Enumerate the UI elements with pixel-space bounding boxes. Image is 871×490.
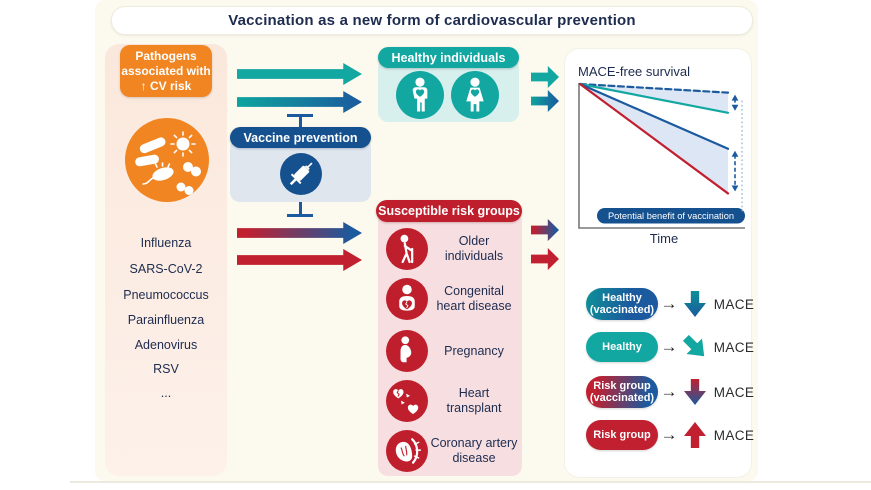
- mace-label: MACE: [713, 296, 755, 312]
- chart-ylabel: MACE-free survival: [578, 64, 690, 79]
- inhibition-stem-bottom: [299, 202, 302, 214]
- risk-badge: [386, 330, 428, 372]
- male-person-icon: [412, 77, 428, 112]
- vaccine-prevention-text: Vaccine prevention: [243, 130, 358, 145]
- healthy-header: Healthy individuals: [378, 47, 519, 68]
- risk-header: Susceptible risk groups: [376, 200, 522, 222]
- vaccine-badge: [280, 153, 322, 195]
- female-person-icon: [466, 77, 484, 112]
- risk-badge: [386, 278, 428, 320]
- figure-title: Vaccination as a new form of cardiovascu…: [111, 6, 753, 35]
- risk-badge: [386, 430, 428, 472]
- healthy-header-text: Healthy individuals: [391, 50, 506, 65]
- benefit-annotation-pill: Potential benefit of vaccination: [597, 208, 745, 224]
- benefit-annotation-text: Potential benefit of vaccination: [608, 211, 734, 221]
- legend-pill-healthy: Healthy: [586, 332, 658, 362]
- pathogens-header-text: Pathogens associated with ↑ CV risk: [121, 48, 211, 93]
- pathogen-item: RSV: [153, 362, 179, 376]
- chart-axes: [578, 83, 745, 229]
- pathogen-item: Adenovirus: [134, 338, 198, 352]
- pathogen-item: ...: [160, 386, 172, 400]
- pathogen-item: Pneumococcus: [123, 288, 209, 302]
- risk-label: Congenital heart disease: [436, 284, 512, 313]
- inhibition-bar-bottom: [287, 214, 313, 217]
- heart-transplant-icon: [393, 389, 419, 414]
- pathogens-panel: [105, 44, 227, 476]
- bottom-divider: [70, 481, 871, 483]
- survival-chart: Potential benefit of vaccination: [578, 82, 745, 229]
- pathogen-item: SARS-CoV-2: [129, 262, 203, 276]
- right-arrow-icon: →: [660, 382, 678, 401]
- pathogen-item: Parainfluenza: [127, 313, 205, 327]
- risk-label: Pregnancy: [444, 343, 504, 358]
- risk-badge: [386, 228, 428, 270]
- vaccine-prevention-pill: Vaccine prevention: [230, 127, 371, 148]
- pathogens-badge: [125, 118, 209, 202]
- healthy-person-badge: [396, 71, 444, 119]
- pathogens-icon: [135, 131, 201, 195]
- figure-title-text: Vaccination as a new form of cardiovascu…: [228, 12, 636, 29]
- risk-label: Older individuals: [444, 234, 504, 263]
- right-arrow-icon: →: [660, 337, 678, 356]
- legend-pill-healthy-vaccinated: Healthy (vaccinated): [586, 288, 658, 320]
- pathogen-item: Influenza: [140, 236, 192, 250]
- mace-label: MACE: [713, 339, 755, 355]
- right-arrow-icon: →: [660, 425, 678, 444]
- legend-pill-risk: Risk group: [586, 420, 658, 450]
- healthy-person-badge: [451, 71, 499, 119]
- older-person-icon: [400, 234, 414, 264]
- legend-pill-risk-vaccinated: Risk group (vaccinated): [586, 376, 658, 408]
- baby-broken-heart-icon: [399, 284, 415, 311]
- risk-label: Coronary artery disease: [430, 436, 518, 465]
- risk-label: Heart transplant: [446, 386, 502, 415]
- mace-label: MACE: [713, 384, 755, 400]
- syringe-icon: [289, 162, 313, 186]
- coronary-artery-icon: [395, 438, 422, 464]
- risk-badge: [386, 380, 428, 422]
- chart-xlabel: Time: [649, 231, 679, 246]
- pregnant-woman-icon: [400, 336, 412, 363]
- risk-header-text: Susceptible risk groups: [378, 204, 520, 218]
- inhibition-stem-top: [299, 114, 302, 128]
- pathogens-header: Pathogens associated with ↑ CV risk: [120, 45, 212, 97]
- right-arrow-icon: →: [660, 294, 678, 313]
- mace-label: MACE: [713, 427, 755, 443]
